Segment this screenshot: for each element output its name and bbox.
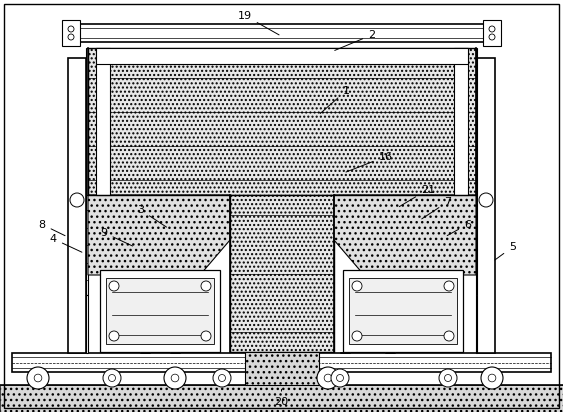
Circle shape [109,331,119,341]
Text: 4: 4 [50,234,82,252]
Circle shape [445,375,452,382]
Bar [340,352,350,353]
Circle shape [164,367,186,389]
Circle shape [479,193,493,207]
Text: 1: 1 [320,86,350,114]
Bar [483,20,501,46]
Text: 21: 21 [399,185,435,207]
Bar [0,385,563,412]
Bar [343,270,463,352]
Circle shape [331,369,349,387]
Text: 19: 19 [238,11,279,35]
Bar [230,195,334,352]
Circle shape [352,331,362,341]
Bar [12,353,551,372]
Text: 8: 8 [39,220,65,236]
Bar [476,195,477,295]
Circle shape [337,375,343,382]
Bar [476,48,477,195]
Bar [68,58,86,353]
Circle shape [109,375,115,382]
Bar [100,270,220,352]
Bar [68,24,495,42]
Bar [106,278,214,344]
Text: 2: 2 [335,30,375,50]
Polygon shape [88,195,230,275]
Bar [454,48,468,195]
Circle shape [444,281,454,291]
Bar [62,20,80,46]
Circle shape [444,331,454,341]
Circle shape [34,374,42,382]
Circle shape [218,375,226,382]
Bar [477,58,495,353]
Text: 5: 5 [495,242,516,260]
Bar [140,352,150,353]
Bar [476,295,477,353]
Bar [170,352,180,353]
Circle shape [68,34,74,40]
Circle shape [68,26,74,32]
Bar [385,352,395,353]
Circle shape [201,281,211,291]
Circle shape [352,281,362,291]
Text: 7: 7 [422,197,451,219]
Circle shape [317,367,339,389]
Circle shape [27,367,49,389]
Text: 20: 20 [274,389,289,407]
Polygon shape [334,195,476,275]
Bar [86,295,88,353]
Circle shape [489,34,495,40]
Bar [96,48,110,195]
Circle shape [489,26,495,32]
Bar [96,48,468,64]
Circle shape [213,369,231,387]
Bar [86,48,88,195]
Bar [245,352,319,385]
Text: 3: 3 [137,205,167,227]
Circle shape [201,331,211,341]
Bar [88,48,476,195]
Bar [349,278,457,344]
Text: 16: 16 [346,152,392,172]
Circle shape [70,193,84,207]
Text: 9: 9 [101,228,133,246]
Circle shape [103,369,121,387]
Circle shape [324,374,332,382]
Circle shape [488,374,496,382]
Circle shape [109,281,119,291]
Circle shape [171,374,179,382]
Bar [86,195,88,295]
Circle shape [481,367,503,389]
Text: 6: 6 [447,220,471,236]
Circle shape [439,369,457,387]
